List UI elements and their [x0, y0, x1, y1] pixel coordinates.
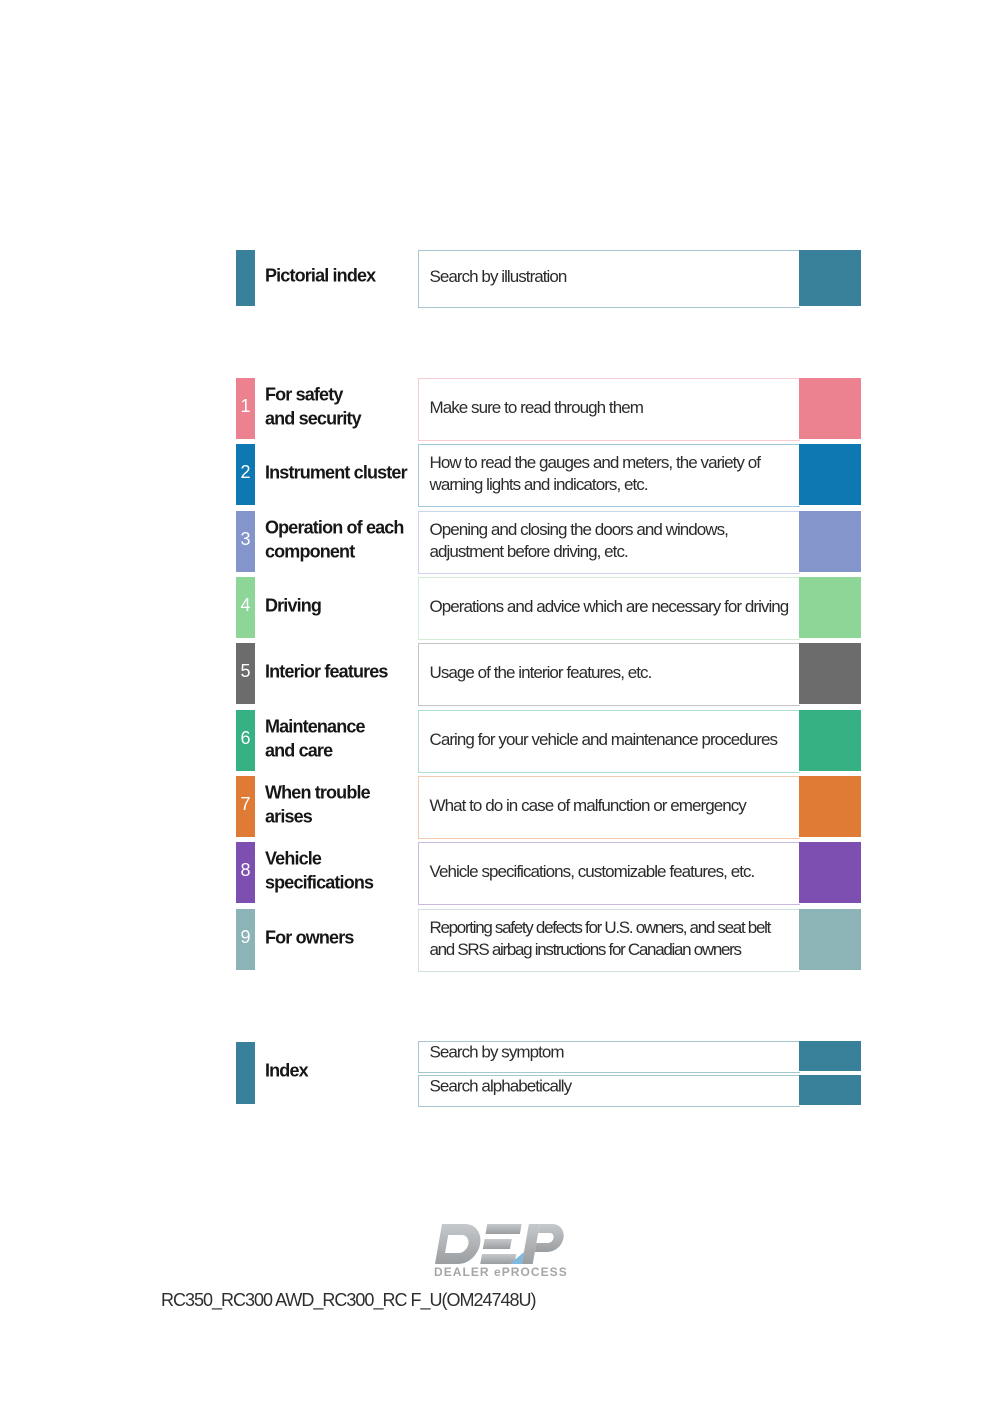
svg-text:DEALER ePROCESS: DEALER ePROCESS	[434, 1265, 568, 1279]
